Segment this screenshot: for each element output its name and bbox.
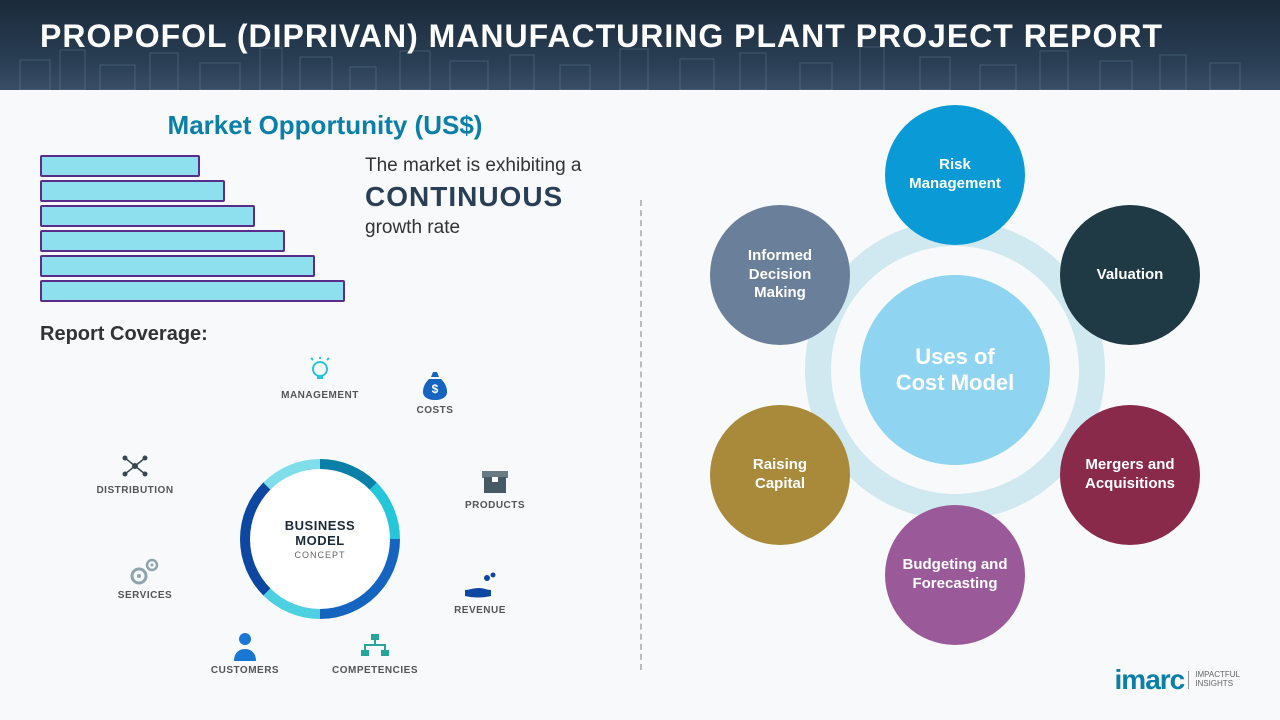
coverage-item-products: PRODUCTS — [440, 464, 550, 511]
imarc-logo: imarc IMPACTFUL INSIGHTS — [1115, 664, 1240, 696]
report-title: PROPOFOL (DIPRIVAN) MANUFACTURING PLANT … — [40, 18, 1240, 55]
bulb-icon — [265, 354, 375, 388]
right-panel: Uses of Cost Model Risk ManagementValuat… — [640, 90, 1280, 720]
growth-callout: The market is exhibiting a CONTINUOUS gr… — [365, 155, 610, 239]
gears-icon — [90, 554, 200, 588]
market-opportunity-title: Market Opportunity (US$) — [40, 110, 610, 141]
business-model-center: BUSINESS MODEL CONCEPT — [250, 469, 390, 609]
coverage-item-distribution: DISTRIBUTION — [80, 449, 190, 496]
coverage-item-customers: CUSTOMERS — [190, 629, 300, 676]
cost-model-center: Uses of Cost Model — [860, 275, 1050, 465]
coverage-item-management: MANAGEMENT — [265, 354, 375, 401]
org-chart-icon — [320, 629, 430, 663]
cost-node-risk-management: Risk Management — [885, 105, 1025, 245]
market-bar — [40, 255, 315, 277]
coverage-item-competencies: COMPETENCIES — [320, 629, 430, 676]
growth-line1: The market is exhibiting a — [365, 155, 610, 177]
cost-model-diagram: Uses of Cost Model Risk ManagementValuat… — [695, 110, 1215, 630]
cost-node-budgeting-and-forecasting: Budgeting and Forecasting — [885, 505, 1025, 645]
money-bag-icon: $ — [380, 369, 490, 403]
cost-node-informed-decision-making: Informed Decision Making — [710, 205, 850, 345]
left-panel: Market Opportunity (US$) The market is e… — [0, 90, 640, 720]
market-bar — [40, 205, 255, 227]
header-banner: PROPOFOL (DIPRIVAN) MANUFACTURING PLANT … — [0, 0, 1280, 90]
market-bar — [40, 230, 285, 252]
coverage-item-costs: $COSTS — [380, 369, 490, 416]
business-model-diagram: BUSINESS MODEL CONCEPT MANAGEMENT$COSTS P… — [80, 354, 560, 664]
market-bar — [40, 180, 225, 202]
report-coverage-title: Report Coverage: — [40, 323, 610, 346]
box-icon — [440, 464, 550, 498]
cost-node-valuation: Valuation — [1060, 205, 1200, 345]
coverage-item-services: SERVICES — [90, 554, 200, 601]
cost-node-mergers-and-acquisitions: Mergers and Acquisitions — [1060, 405, 1200, 545]
growth-line3: growth rate — [365, 217, 610, 239]
market-bar — [40, 155, 200, 177]
hand-coin-icon — [425, 569, 535, 603]
coverage-item-revenue: REVENUE — [425, 569, 535, 616]
network-icon — [80, 449, 190, 483]
cost-node-raising-capital: Raising Capital — [710, 405, 850, 545]
svg-text:$: $ — [432, 382, 439, 396]
market-bar — [40, 280, 345, 302]
person-icon — [190, 629, 300, 663]
market-bar-chart — [40, 155, 345, 305]
growth-emphasis: CONTINUOUS — [365, 181, 610, 213]
